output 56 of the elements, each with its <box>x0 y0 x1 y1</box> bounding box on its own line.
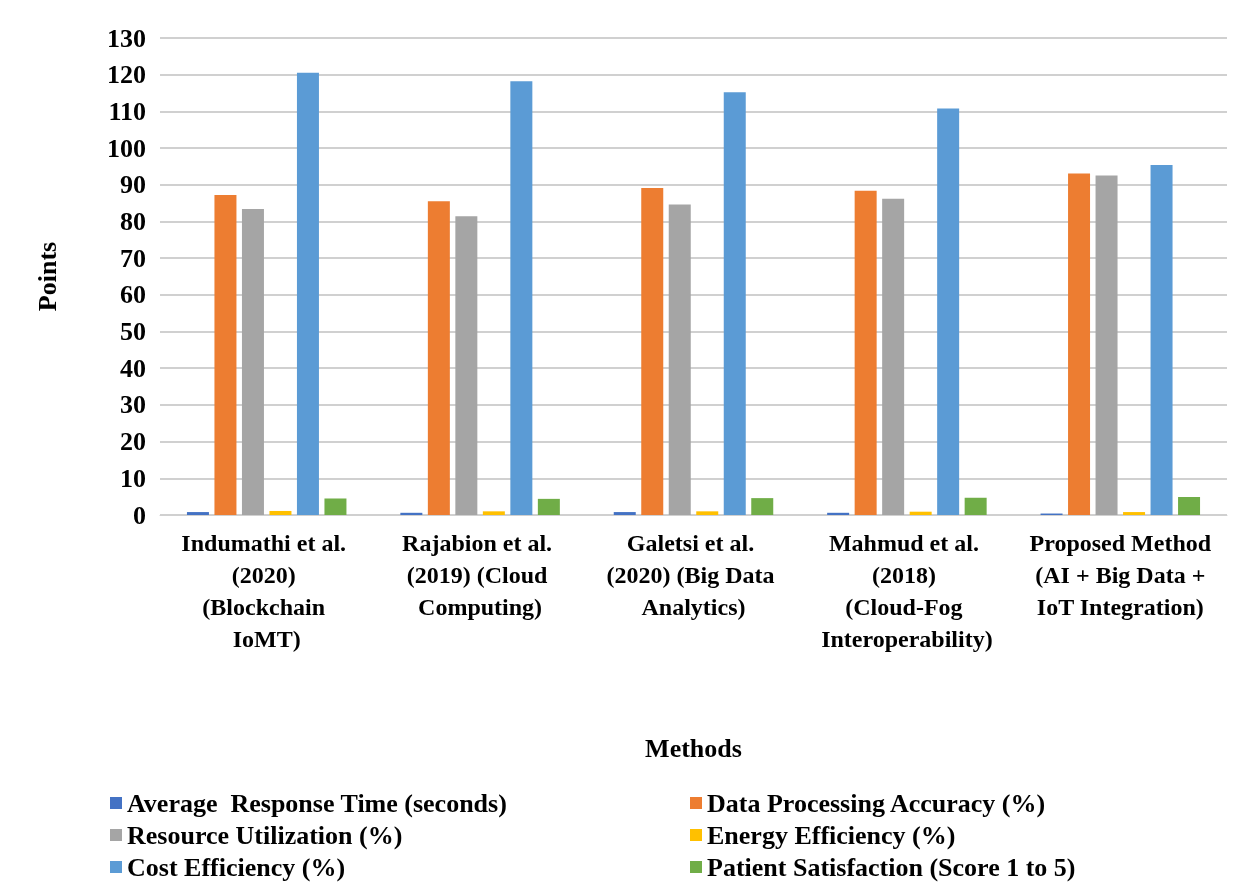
bar <box>827 512 850 515</box>
bar <box>427 201 450 515</box>
y-tick-label: 30 <box>120 390 146 420</box>
bar <box>400 512 423 515</box>
y-tick-label: 20 <box>120 427 146 457</box>
bar <box>296 72 319 515</box>
bar <box>269 510 292 515</box>
y-tick-label: 10 <box>120 463 146 493</box>
bar <box>723 92 746 515</box>
bar <box>241 208 264 515</box>
bar <box>510 81 533 515</box>
bar <box>668 204 691 515</box>
bar <box>324 498 347 515</box>
bar <box>964 497 987 515</box>
y-tick-label: 130 <box>107 23 146 53</box>
y-axis-title: Points <box>32 241 62 312</box>
bar <box>214 195 237 515</box>
x-tick-label: Galetsi et al. (2020) (Big Data Analytics) <box>606 530 781 620</box>
bar <box>613 512 636 515</box>
bar <box>1068 173 1091 515</box>
y-tick-label: 100 <box>107 133 146 163</box>
bar <box>696 511 719 515</box>
x-tick-label: Rajabion et al. (2019) (Cloud Computing) <box>402 530 559 620</box>
y-tick-label: 0 <box>133 500 146 530</box>
bar <box>1178 497 1201 515</box>
bar <box>854 190 877 515</box>
x-tick-label: Indumathi et al. (2020) (Blockchain IoMT) <box>181 530 353 652</box>
bar <box>882 198 905 515</box>
legend-label: Energy Efficiency (%) <box>707 820 956 850</box>
bar <box>909 511 932 515</box>
x-tick-label: Proposed Method (AI + Big Data + IoT Integration) <box>1029 530 1212 620</box>
y-tick-label: 90 <box>120 170 146 200</box>
bar <box>1123 512 1146 515</box>
y-tick-label: 120 <box>107 60 146 90</box>
y-tick-label: 40 <box>120 353 146 383</box>
bar <box>537 498 560 515</box>
legend-label: Cost Efficiency (%) <box>127 852 346 882</box>
y-tick-label: 80 <box>120 206 146 236</box>
legend-label: Resource Utilization (%) <box>127 820 403 850</box>
y-tick-label: 110 <box>108 96 146 126</box>
bar <box>1095 175 1118 515</box>
bar <box>1150 164 1173 515</box>
x-tick-label: Mahmud et al. (2018) (Cloud-Fog Interoperability) <box>821 530 993 652</box>
legend-label: Patient Satisfaction (Score 1 to 5) <box>707 852 1076 882</box>
y-tick-label: 50 <box>120 317 146 347</box>
bar <box>455 216 478 515</box>
bar <box>641 188 664 515</box>
legend-label: Data Processing Accuracy (%) <box>707 788 1046 818</box>
x-axis-title: Methods <box>645 733 742 763</box>
bar <box>482 511 505 515</box>
bar <box>751 498 774 515</box>
bar <box>937 108 960 515</box>
y-tick-label: 60 <box>120 280 146 310</box>
legend-label: Average Response Time (seconds) <box>127 788 507 818</box>
y-tick-label: 70 <box>120 243 146 273</box>
bar <box>186 512 209 515</box>
